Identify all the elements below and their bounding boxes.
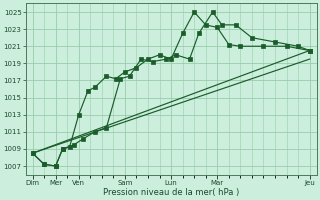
X-axis label: Pression niveau de la mer( hPa ): Pression niveau de la mer( hPa )	[103, 188, 239, 197]
